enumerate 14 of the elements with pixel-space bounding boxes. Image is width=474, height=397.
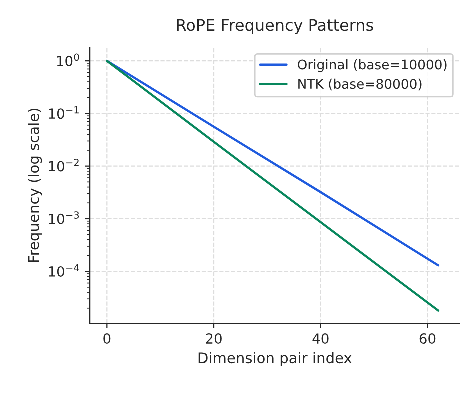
- y-axis-title: Frequency (log scale): [28, 108, 42, 262]
- y-tick-label: 10$^{−3}$: [49, 212, 80, 224]
- x-tick-label: 40: [312, 334, 329, 344]
- y-tick-label: 10$^{0}$: [57, 54, 80, 66]
- x-tick-label: 0: [104, 334, 111, 344]
- y-tick-label: 10$^{−2}$: [49, 158, 79, 172]
- chart-title: RoPE Frequency Patterns: [177, 19, 374, 34]
- x-axis-title: Dimension pair index: [198, 352, 352, 366]
- y-tick-label: 10$^{−4}$: [49, 264, 80, 277]
- legend-label: NTK (base=80000): [298, 78, 422, 91]
- x-tick-label: 60: [420, 334, 436, 344]
- legend-label: Original (base=10000): [298, 60, 447, 72]
- x-tick-label: 20: [206, 334, 222, 344]
- y-tick-label: 10$^{−1}$: [49, 106, 79, 120]
